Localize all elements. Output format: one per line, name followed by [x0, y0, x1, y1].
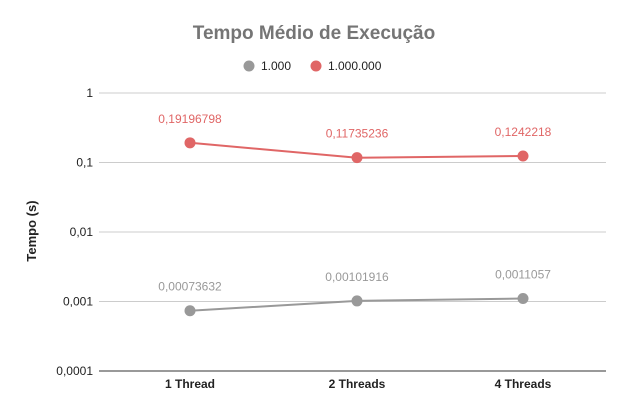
x-axis: 1 Thread 2 Threads 4 Threads: [165, 377, 552, 391]
y-axis: 0,0001 0,001 0,01 0,1 1: [56, 86, 93, 378]
data-point[interactable]: [517, 150, 529, 162]
data-point[interactable]: [351, 295, 363, 307]
legend-marker: [243, 60, 255, 72]
legend-label[interactable]: 1.000.000: [328, 59, 382, 73]
data-label: 0,1242218: [495, 125, 552, 139]
data-point[interactable]: [351, 152, 363, 164]
x-tick-label: 4 Threads: [495, 377, 552, 391]
data-label: 0,11735236: [326, 127, 389, 141]
data-point[interactable]: [517, 292, 529, 304]
y-tick-label: 0,01: [70, 225, 94, 239]
y-tick-label: 0,001: [63, 295, 93, 309]
x-tick-label: 1 Thread: [165, 377, 215, 391]
y-axis-label: Tempo (s): [24, 200, 39, 261]
legend: 1.000 1.000.000: [243, 59, 382, 73]
data-label: 0,19196798: [158, 112, 222, 126]
data-label: 0,0011057: [495, 267, 551, 281]
series: 0,19196798 0,11735236 0,1242218: [158, 112, 552, 164]
x-tick-label: 2 Threads: [329, 377, 386, 391]
legend-marker: [310, 60, 322, 72]
chart-title: Tempo Médio de Execução: [193, 23, 435, 44]
data-label: 0,00101916: [325, 270, 389, 284]
series: 0,00073632 0,00101916 0,0011057: [158, 267, 551, 317]
y-tick-label: 1: [86, 86, 93, 100]
data-label: 0,00073632: [158, 280, 222, 294]
y-tick-label: 0,1: [76, 156, 93, 170]
legend-label[interactable]: 1.000: [261, 59, 291, 73]
data-point[interactable]: [184, 305, 196, 317]
y-tick-label: 0,0001: [56, 364, 93, 378]
data-point[interactable]: [184, 137, 196, 149]
